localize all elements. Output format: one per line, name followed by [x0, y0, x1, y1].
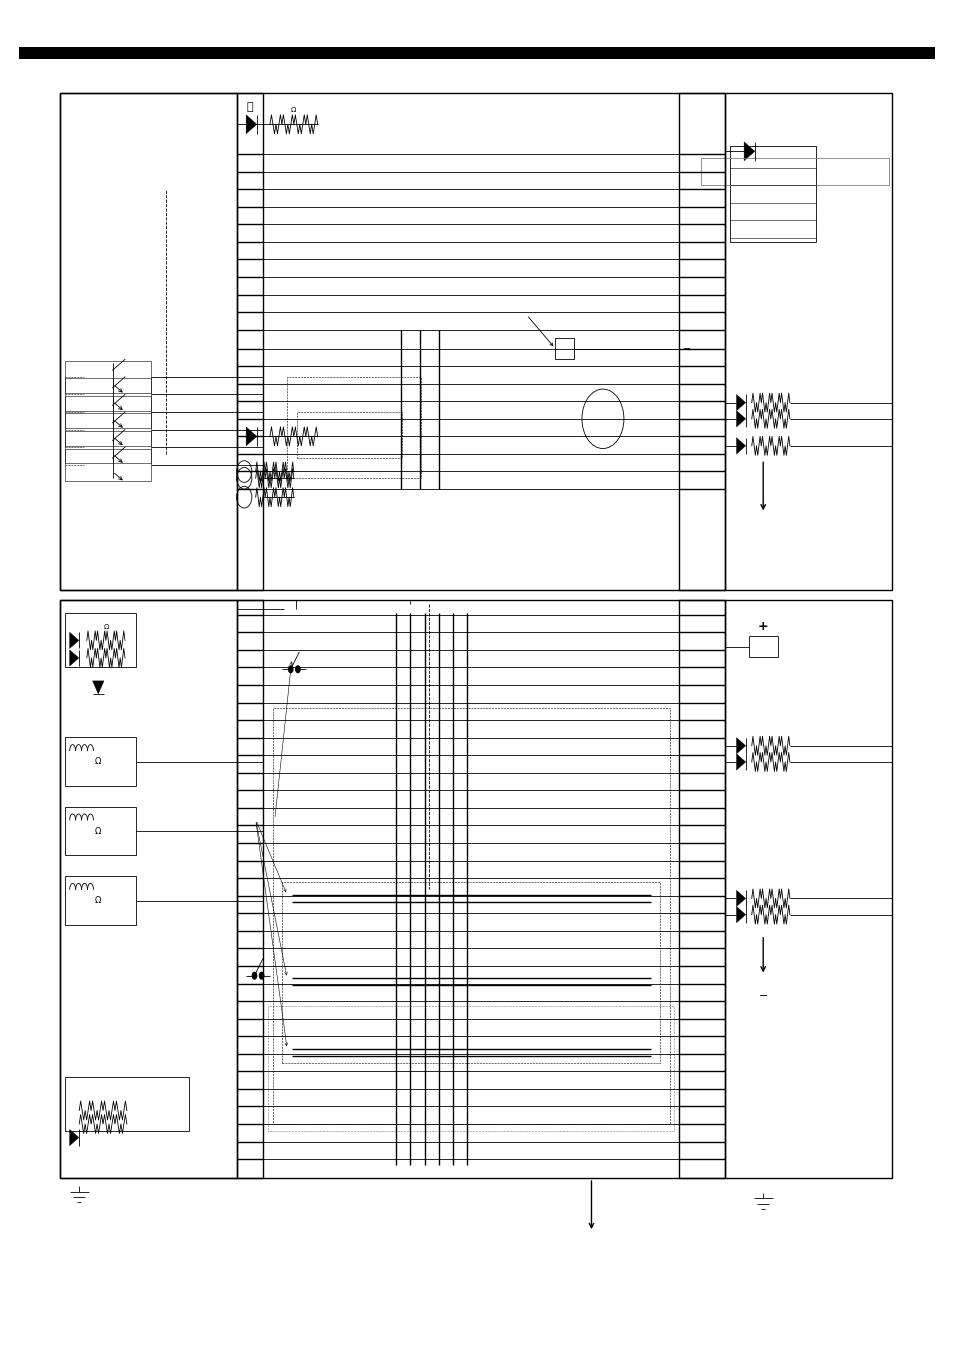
Bar	[65, 396, 151, 428]
Text: −: −	[682, 343, 690, 354]
Text: Ω: Ω	[95, 758, 101, 766]
Polygon shape	[736, 394, 745, 411]
Bar	[236, 93, 263, 590]
Bar	[60, 93, 236, 590]
Bar	[65, 613, 136, 667]
Polygon shape	[70, 632, 79, 648]
Bar	[65, 413, 151, 446]
Bar	[679, 600, 724, 1178]
Bar	[748, 636, 777, 657]
Bar	[65, 807, 136, 855]
Bar	[729, 146, 815, 242]
Bar	[296, 412, 401, 458]
Bar	[65, 449, 151, 481]
Text: Ω: Ω	[103, 624, 109, 630]
Bar	[282, 882, 659, 1063]
Polygon shape	[736, 738, 745, 754]
Bar	[60, 600, 891, 1178]
Polygon shape	[743, 142, 754, 161]
Bar	[236, 600, 263, 1178]
Bar	[65, 738, 136, 786]
Polygon shape	[246, 427, 256, 446]
Text: +: +	[757, 620, 768, 634]
Circle shape	[258, 971, 264, 979]
Bar	[65, 361, 151, 393]
Bar	[65, 877, 136, 925]
Bar	[287, 377, 420, 478]
Polygon shape	[70, 1129, 79, 1146]
Polygon shape	[92, 681, 104, 694]
Bar	[65, 378, 151, 411]
Text: Ω: Ω	[95, 896, 101, 905]
Bar	[65, 1077, 189, 1131]
Polygon shape	[736, 438, 745, 454]
Circle shape	[294, 665, 300, 673]
Text: ⏚: ⏚	[247, 101, 253, 112]
Text: Ω: Ω	[95, 827, 101, 836]
Bar	[555, 338, 574, 359]
Polygon shape	[736, 754, 745, 770]
Polygon shape	[736, 907, 745, 923]
Bar	[65, 431, 151, 463]
Bar	[679, 93, 724, 590]
Circle shape	[252, 971, 257, 979]
Bar	[19, 47, 934, 59]
Circle shape	[288, 665, 294, 673]
Text: Ω: Ω	[291, 108, 296, 113]
Bar	[268, 1006, 674, 1131]
Polygon shape	[736, 411, 745, 427]
Bar	[60, 93, 891, 590]
Bar	[273, 708, 669, 1124]
Text: −: −	[758, 990, 767, 1001]
Polygon shape	[246, 115, 256, 134]
Polygon shape	[70, 650, 79, 666]
Bar	[60, 600, 236, 1178]
Polygon shape	[736, 890, 745, 907]
